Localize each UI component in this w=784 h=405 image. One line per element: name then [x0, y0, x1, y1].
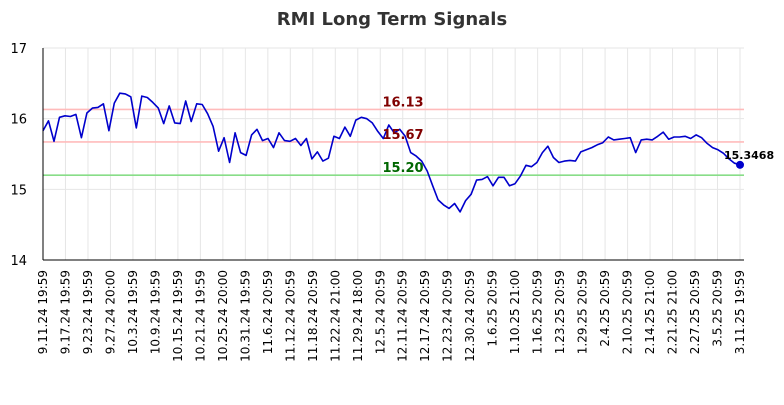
y-tick-label: 15 — [10, 183, 27, 198]
x-tick-label: 9.23.24 19:59 — [81, 270, 95, 354]
x-tick-label: 2.27.25 20:59 — [688, 270, 702, 354]
x-tick-label: 10.21.24 19:59 — [193, 270, 207, 362]
x-tick-label: 10.9.24 19:59 — [148, 270, 162, 354]
series-line — [42, 92, 741, 213]
x-tick-label: 10.25.24 20:00 — [216, 270, 230, 362]
x-tick-label: 2.14.25 21:00 — [643, 270, 657, 354]
y-tick-label: 14 — [10, 254, 27, 269]
x-tick-label: 12.11.24 20:59 — [396, 270, 410, 362]
x-tick-label: 10.31.24 19:59 — [238, 270, 252, 362]
x-tick-label: 10.3.24 19:59 — [126, 270, 140, 354]
x-tick-label: 1.23.25 20:59 — [553, 270, 567, 354]
x-tick-label: 11.6.24 20:59 — [261, 270, 275, 354]
y-tick-label: 16 — [10, 113, 27, 128]
x-tick-label: 1.16.25 20:59 — [531, 270, 545, 354]
x-tick-label: 2.21.25 21:00 — [666, 270, 680, 354]
signal-line-label: 15.20 — [382, 161, 423, 176]
x-tick-label: 3.5.25 20:59 — [711, 270, 725, 347]
x-tick-label: 10.15.24 19:59 — [171, 270, 185, 362]
axes — [42, 48, 744, 261]
y-tick-label: 17 — [10, 42, 27, 57]
x-tick-label: 12.5.24 20:59 — [373, 270, 387, 354]
x-tick-label: 3.11.25 19:59 — [733, 270, 747, 354]
signal-lines — [43, 108, 744, 176]
x-tick-label: 9.27.24 20:00 — [103, 270, 117, 354]
series-layer — [42, 92, 744, 213]
x-tick-label: 11.22.24 21:00 — [328, 270, 342, 362]
x-tick-label: 12.30.24 20:59 — [463, 270, 477, 362]
last-value-label: 15.3468 — [724, 149, 774, 162]
x-tick-label: 1.10.25 21:00 — [508, 270, 522, 354]
last-point-marker — [736, 160, 744, 169]
x-tick-label: 2.4.25 20:59 — [598, 270, 612, 347]
x-tick-label: 12.23.24 20:59 — [441, 270, 455, 362]
signal-line-label: 16.13 — [382, 95, 423, 110]
x-tick-label: 1.6.25 20:59 — [486, 270, 500, 347]
x-tick-label: 11.12.24 20:59 — [283, 270, 297, 362]
x-tick-label: 11.18.24 20:59 — [306, 270, 320, 362]
labels: 14 15 16 17 9.11.24 19:59 9.17.24 19:59 9.23.2… — [10, 42, 774, 362]
x-tick-label: 12.17.24 20:59 — [418, 270, 432, 362]
grid — [42, 47, 744, 261]
x-tick-label: 9.17.24 19:59 — [58, 270, 72, 354]
signal-line-label: 15.67 — [382, 128, 423, 143]
chart-title: RMI Long Term Signals — [277, 9, 507, 30]
x-tick-label: 9.11.24 19:59 — [36, 270, 50, 354]
x-tick-label: 11.29.24 18:00 — [351, 270, 365, 362]
x-tick-label: 2.10.25 20:59 — [621, 270, 635, 354]
x-tick-label: 1.29.25 20:59 — [576, 270, 590, 354]
